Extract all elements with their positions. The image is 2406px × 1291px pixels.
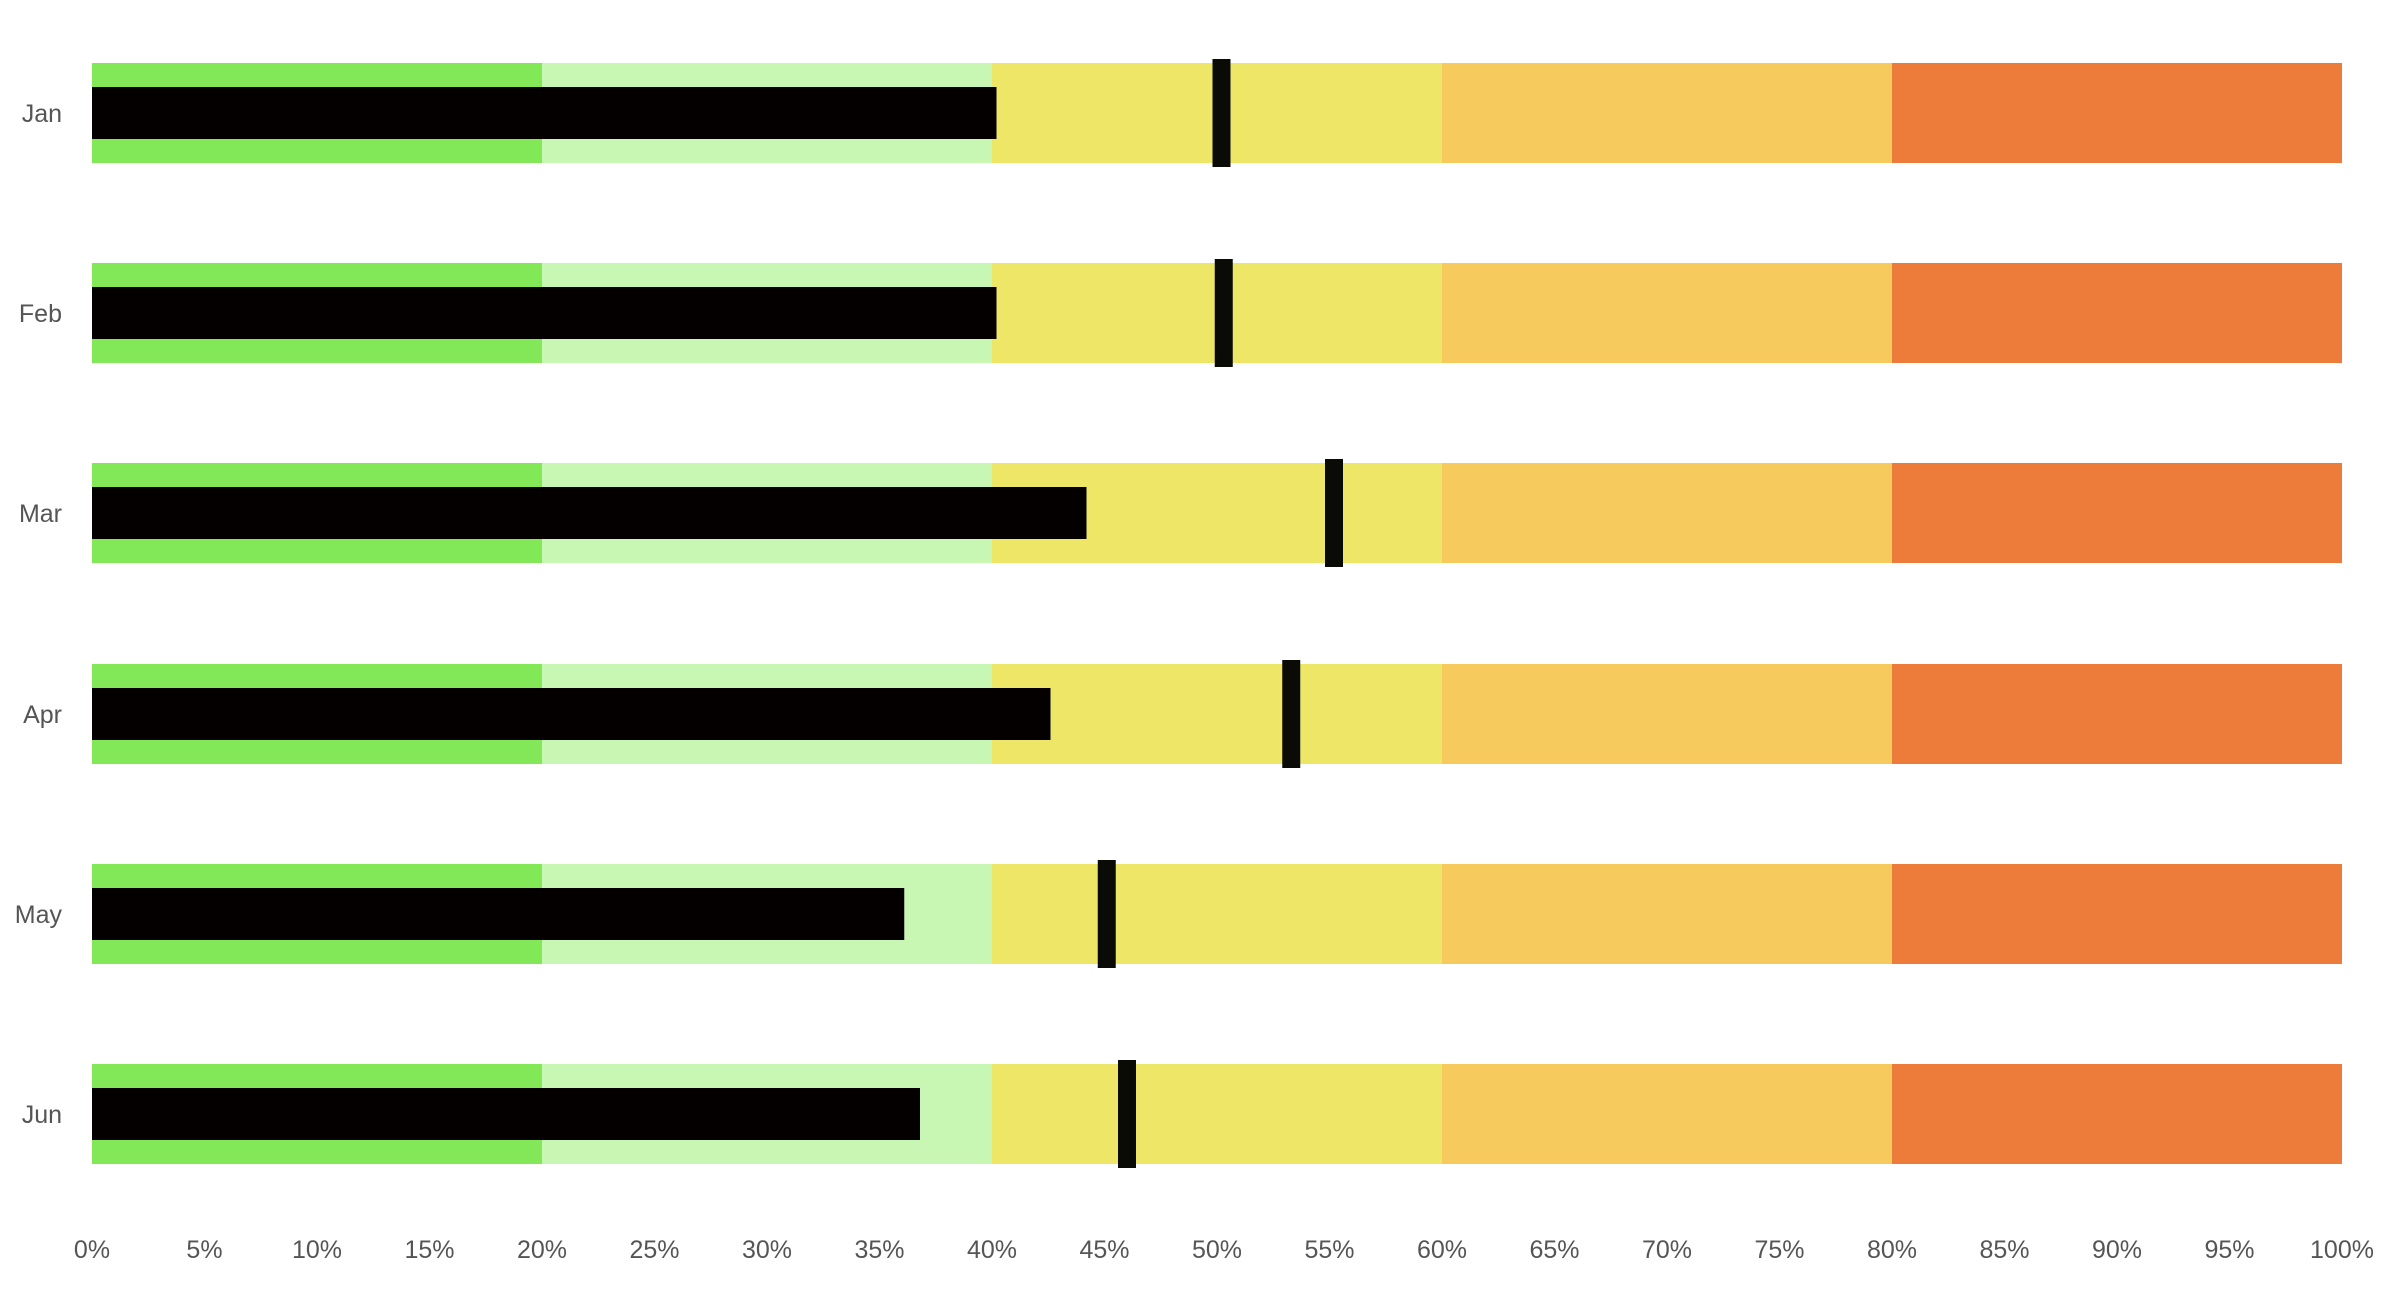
x-tick-label: 95% — [2204, 1236, 2254, 1264]
range-band-jun-4 — [1442, 1064, 1892, 1164]
category-label-jun: Jun — [22, 1101, 62, 1129]
x-tick-label: 80% — [1867, 1236, 1917, 1264]
target-marker-jun — [1118, 1060, 1136, 1168]
x-tick-label: 75% — [1754, 1236, 1804, 1264]
x-tick-label: 70% — [1642, 1236, 1692, 1264]
range-band-apr-5 — [1892, 664, 2342, 764]
range-band-may-3 — [992, 864, 1442, 964]
range-band-apr-3 — [992, 664, 1442, 764]
value-bar-jun — [92, 1088, 920, 1140]
x-tick-label: 45% — [1079, 1236, 1129, 1264]
category-label-apr: Apr — [23, 701, 62, 729]
x-tick-label: 10% — [292, 1236, 342, 1264]
x-tick-label: 60% — [1417, 1236, 1467, 1264]
range-band-apr-4 — [1442, 664, 1892, 764]
range-band-jan-5 — [1892, 63, 2342, 163]
x-tick-label: 90% — [2092, 1236, 2142, 1264]
target-marker-apr — [1282, 660, 1301, 768]
x-tick-label: 35% — [854, 1236, 904, 1264]
category-label-jan: Jan — [22, 100, 62, 128]
x-tick-label: 65% — [1529, 1236, 1579, 1264]
target-marker-mar — [1325, 459, 1343, 567]
x-tick-label: 50% — [1192, 1236, 1242, 1264]
target-marker-feb — [1214, 259, 1233, 367]
range-band-jan-4 — [1442, 63, 1892, 163]
range-band-mar-5 — [1892, 463, 2342, 563]
range-band-feb-4 — [1442, 263, 1892, 363]
value-bar-mar — [92, 487, 1087, 539]
range-band-may-5 — [1892, 864, 2342, 964]
x-tick-label: 15% — [404, 1236, 454, 1264]
value-bar-apr — [92, 688, 1051, 740]
range-band-feb-5 — [1892, 263, 2342, 363]
target-marker-may — [1097, 860, 1116, 968]
target-marker-jan — [1212, 59, 1231, 167]
x-tick-label: 20% — [517, 1236, 567, 1264]
range-band-jun-3 — [992, 1064, 1442, 1164]
x-tick-label: 40% — [967, 1236, 1017, 1264]
x-tick-label: 5% — [186, 1236, 222, 1264]
category-label-may: May — [15, 901, 63, 929]
range-band-jun-5 — [1892, 1064, 2342, 1164]
x-tick-label: 55% — [1304, 1236, 1354, 1264]
category-label-feb: Feb — [19, 300, 62, 328]
x-tick-label: 0% — [74, 1236, 110, 1264]
value-bar-may — [92, 888, 905, 940]
range-band-mar-4 — [1442, 463, 1892, 563]
x-tick-label: 85% — [1979, 1236, 2029, 1264]
value-bar-jan — [92, 87, 997, 139]
value-bar-feb — [92, 287, 997, 339]
x-tick-label: 100% — [2310, 1236, 2374, 1264]
x-tick-label: 30% — [742, 1236, 792, 1264]
category-label-mar: Mar — [19, 500, 62, 528]
x-tick-label: 25% — [629, 1236, 679, 1264]
range-band-may-4 — [1442, 864, 1892, 964]
